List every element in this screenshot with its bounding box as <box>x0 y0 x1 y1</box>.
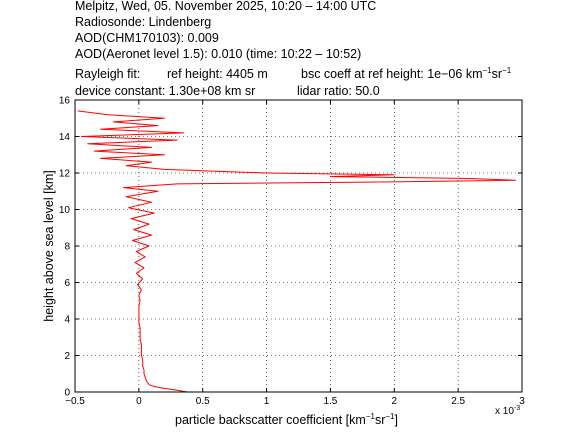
y-axis-label: height above sea level [km] <box>42 170 56 321</box>
y-tick-label: 8 <box>64 242 70 253</box>
backscatter-profile-line <box>77 110 517 393</box>
x-tick-label: 3 <box>519 396 525 407</box>
bsc-coeff-value: bsc coeff at ref height: 1e−06 km <box>301 67 483 81</box>
ref-height-text: ref height: 4405 m <box>167 67 268 81</box>
y-tick-label: 6 <box>64 278 70 289</box>
x-axis-label: particle backscatter coefficient [km−1sr… <box>175 412 398 427</box>
plot-background <box>75 100 522 392</box>
lidar-ratio-text: lidar ratio: 50.0 <box>297 84 380 98</box>
y-tick-label: 14 <box>59 132 71 143</box>
x-multiplier-base: x 10 <box>495 406 514 417</box>
y-tick-label: 16 <box>59 96 71 107</box>
x-tick-label: 1.5 <box>323 396 337 407</box>
x-tick-label: 2.5 <box>451 396 465 407</box>
chart-title-line2: Radiosonde: Lindenberg <box>75 15 212 29</box>
y-tick-label: 10 <box>59 205 71 216</box>
chart-title-line1: Melpitz, Wed, 05. November 2025, 10:20 –… <box>75 0 377 13</box>
x-tick-label: −0.5 <box>65 396 85 407</box>
tick-marks <box>74 99 523 393</box>
chart-title-line4: AOD(Aeronet level 1.5): 0.010 (time: 10:… <box>75 47 362 61</box>
y-tick-label: 0 <box>64 388 70 399</box>
y-tick-label: 12 <box>59 169 71 180</box>
x-tick-label: 0.5 <box>196 396 210 407</box>
x-multiplier-exp: -3 <box>514 405 520 412</box>
y-tick-label: 2 <box>64 351 70 362</box>
series-group <box>77 110 517 393</box>
x-axis-label-text: particle backscatter coefficient [km <box>175 413 366 427</box>
rayleigh-fit-label: Rayleigh fit: <box>75 67 141 81</box>
x-tick-label: 0 <box>136 396 142 407</box>
bsc-coeff-text: bsc coeff at ref height: 1e−06 km−1sr−1 <box>301 66 512 82</box>
x-tick-label: 1 <box>264 396 270 407</box>
x-axis-multiplier: x 10-3 <box>495 405 520 417</box>
y-tick-label: 4 <box>64 315 70 326</box>
chart-title-line3: AOD(CHM170103): 0.009 <box>75 31 219 45</box>
x-tick-label: 2 <box>392 396 398 407</box>
device-constant-text: device constant: 1.30e+08 km sr <box>75 84 256 98</box>
